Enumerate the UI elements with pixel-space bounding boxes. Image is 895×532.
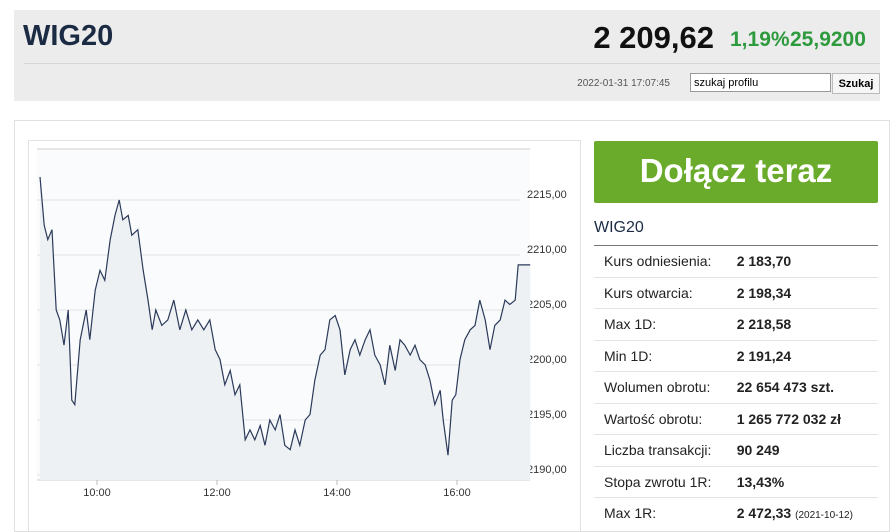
stat-value: 22 654 473 szt. bbox=[736, 379, 835, 396]
area-fill bbox=[40, 176, 531, 480]
stat-value: 2 191,24 bbox=[736, 347, 792, 364]
stats-row: Liczba transakcji: 90 249 bbox=[594, 434, 878, 466]
y-tick-label: 2205,00 bbox=[527, 299, 567, 311]
stat-label: Stopa zwrotu 1R: bbox=[594, 465, 737, 498]
y-tick-label: 2190,00 bbox=[527, 464, 567, 476]
stat-value-cell: 2 218,58 bbox=[736, 308, 878, 340]
stats-row: Wolumen obrotu: 22 654 473 szt. bbox=[594, 371, 878, 403]
stat-value: 90 249 bbox=[736, 442, 780, 459]
change-value: 25,9200 bbox=[790, 28, 866, 51]
stat-value-cell: 13,43% bbox=[736, 465, 878, 498]
stat-value: 2 218,58 bbox=[736, 316, 792, 333]
change-percent: 1,19% bbox=[730, 28, 790, 51]
stat-value-cell: 2 198,34 bbox=[736, 276, 878, 309]
stat-value-cell: 2 472,33 (2021-10-12) bbox=[736, 497, 878, 529]
header: WIG20 2 209,62 1,19% 25,9200 2022-01-31 … bbox=[14, 10, 880, 101]
y-tick-label: 2210,00 bbox=[527, 244, 567, 256]
stats-row: Min 1D: 2 191,24 bbox=[594, 339, 878, 372]
timestamp: 2022-01-31 17:07:45 bbox=[577, 78, 670, 89]
stats-title: WIG20 bbox=[594, 219, 644, 236]
stat-value-cell: 1 265 772 032 zł bbox=[736, 402, 878, 435]
stats-row: Kurs otwarcia: 2 198,34 bbox=[594, 276, 878, 309]
separator bbox=[24, 63, 880, 64]
stat-value-cell: 90 249 bbox=[736, 434, 878, 466]
stats-row: Max 1R: 2 472,33 (2021-10-12) bbox=[594, 497, 878, 529]
stat-value: 1 265 772 032 zł bbox=[736, 410, 842, 427]
stat-value-cell: 2 183,70 bbox=[736, 245, 878, 277]
stats-table: Kurs odniesienia: 2 183,70 Kurs otwarcia: 2… bbox=[594, 245, 878, 529]
index-title: WIG20 bbox=[23, 20, 114, 52]
x-tick-label: 16:00 bbox=[443, 487, 471, 499]
stat-label: Kurs odniesienia: bbox=[594, 245, 737, 277]
stat-label: Min 1D: bbox=[594, 339, 737, 372]
stat-value: 2 472,33 bbox=[736, 505, 792, 522]
x-tick-label: 14:00 bbox=[323, 487, 351, 499]
y-tick-label: 2215,00 bbox=[527, 189, 567, 201]
stats-row: Wartość obrotu: 1 265 772 032 zł bbox=[594, 402, 878, 435]
price-line bbox=[39, 176, 531, 456]
x-tick-label: 12:00 bbox=[203, 487, 231, 499]
stat-label: Wartość obrotu: bbox=[594, 402, 737, 435]
stat-label: Kurs otwarcia: bbox=[594, 276, 737, 309]
stat-value-cell: 2 191,24 bbox=[736, 339, 878, 372]
stat-label: Max 1R: bbox=[594, 497, 737, 529]
stats-row: Stopa zwrotu 1R: 13,43% bbox=[594, 465, 878, 498]
stat-value: 13,43% bbox=[736, 473, 785, 490]
stats-row: Max 1D: 2 218,58 bbox=[594, 308, 878, 340]
stat-date: (2021-10-12) bbox=[795, 510, 853, 522]
stat-value-cell: 22 654 473 szt. bbox=[736, 371, 878, 403]
stat-label: Wolumen obrotu: bbox=[594, 371, 737, 403]
x-tick-label: 10:00 bbox=[83, 487, 111, 499]
stat-label: Max 1D: bbox=[594, 308, 737, 340]
search-input[interactable] bbox=[690, 73, 831, 92]
y-tick-label: 2200,00 bbox=[527, 354, 567, 366]
y-tick-label: 2195,00 bbox=[527, 409, 567, 421]
join-button[interactable]: Dołącz teraz bbox=[594, 141, 878, 203]
search-button[interactable]: Szukaj bbox=[832, 73, 880, 94]
index-value: 2 209,62 bbox=[593, 20, 714, 55]
stat-value: 2 183,70 bbox=[736, 253, 792, 270]
stat-value: 2 198,34 bbox=[736, 284, 792, 301]
stat-label: Liczba transakcji: bbox=[594, 434, 737, 466]
stats-row: Kurs odniesienia: 2 183,70 bbox=[594, 245, 878, 277]
